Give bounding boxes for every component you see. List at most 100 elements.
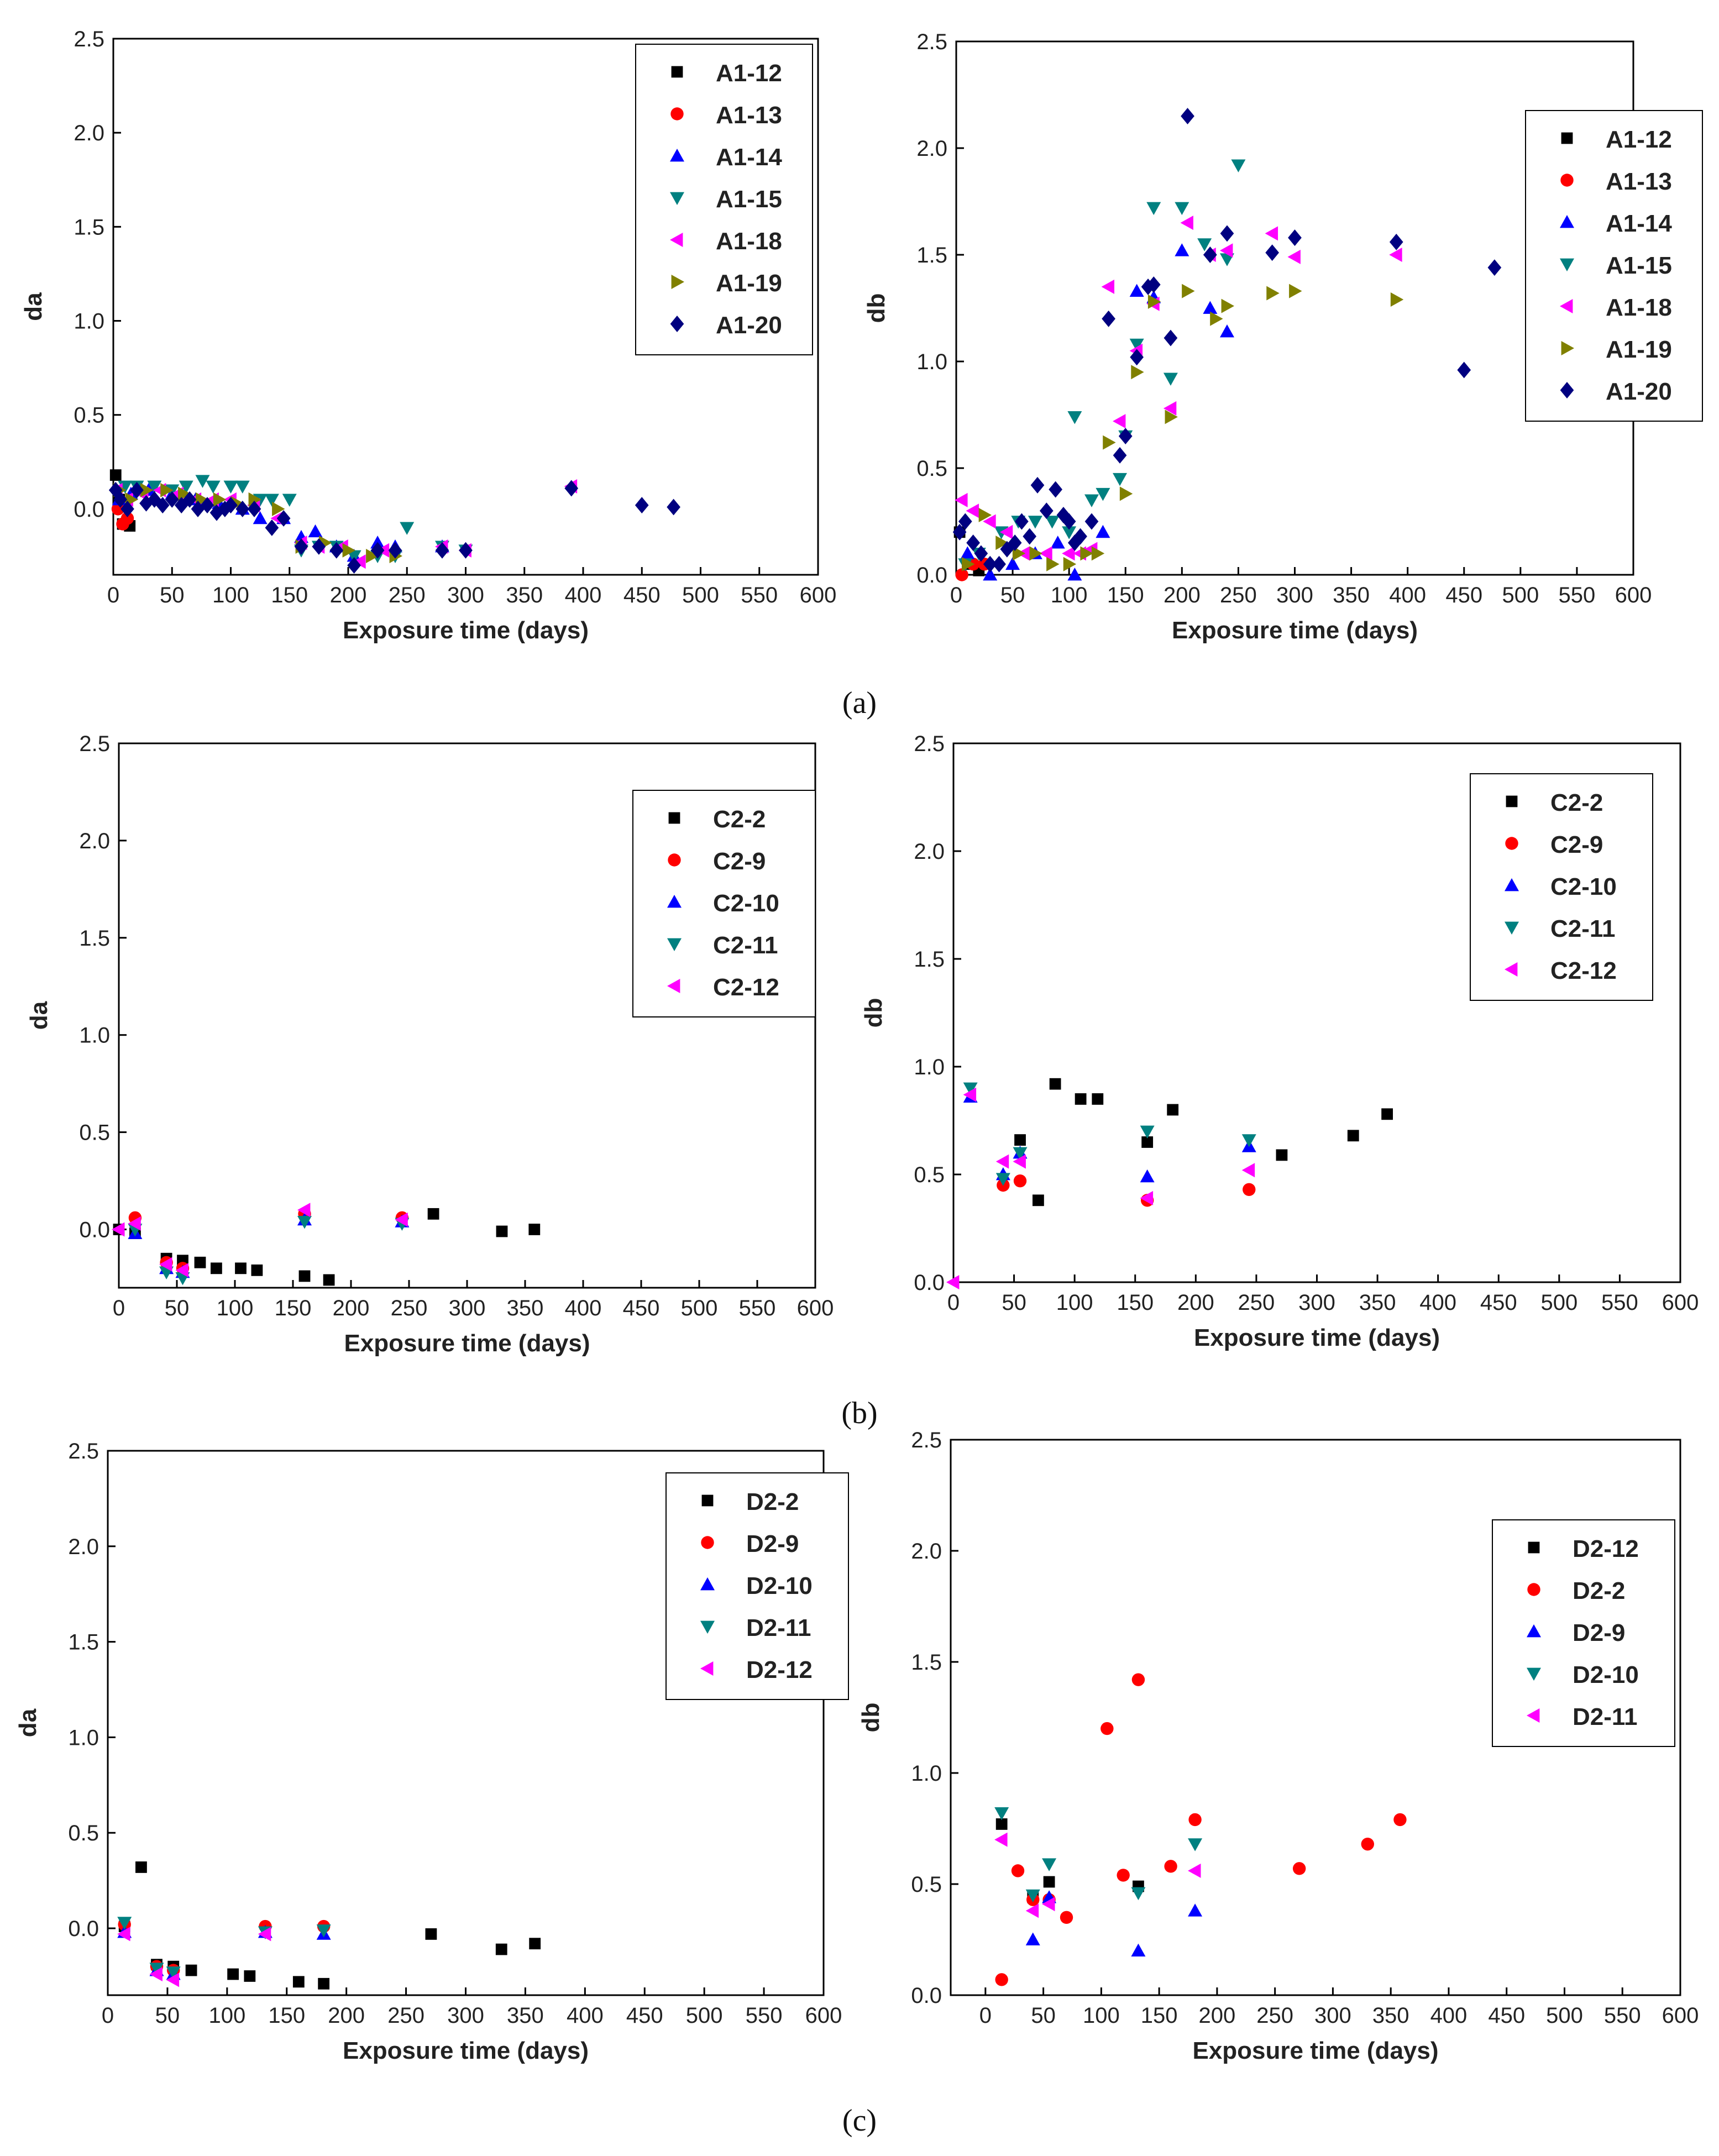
data-point [1102,310,1115,327]
data-point [958,513,972,530]
data-point [952,523,967,541]
y-tick-label: 0.0 [79,1218,110,1242]
data-point [946,1275,960,1289]
data-point [1203,246,1217,263]
data-point [1119,486,1133,501]
data-point [1023,528,1037,545]
data-point [999,524,1013,539]
data-point [1042,1858,1057,1871]
panel-a-left: 0 50 100 150 200 250 300 350 400 450 500 550 600 0.0 0… [20,27,836,644]
y-tick-label: 1.0 [74,310,104,334]
data-point [1028,516,1042,529]
data-point [166,1966,181,1980]
x-tick-label: 450 [1480,1291,1517,1315]
data-point [960,546,975,559]
data-point [200,497,214,514]
data-point [1062,526,1077,539]
legend-label: D2-2 [746,1488,799,1515]
x-tick-label: 50 [155,2003,180,2028]
data-point [1140,1169,1155,1183]
data-point [1220,225,1234,242]
x-tick-label: 250 [1220,583,1257,607]
data-point [1033,1194,1044,1206]
data-point [1292,1862,1306,1875]
data-point [329,542,344,559]
data-point [1113,414,1126,429]
x-tick-label: 200 [328,2003,365,2028]
legend-label: A1-13 [716,102,782,129]
x-tick-label: 500 [681,1296,718,1320]
data-point [1025,1932,1040,1945]
data-point [1197,238,1212,251]
data-point [117,1927,130,1942]
legend-marker [701,1494,714,1507]
x-tick-label: 550 [1604,2003,1641,2028]
data-point [1220,243,1233,258]
legend-label: A1-20 [1606,378,1672,405]
legend-label: A1-12 [716,60,782,87]
y-axis-title: da [14,1708,41,1737]
data-point [227,1968,239,1980]
legend-label: C2-2 [1550,789,1603,816]
data-point [135,1861,147,1873]
data-point [1025,1903,1039,1918]
data-point [425,1928,437,1940]
data-point [1276,1149,1288,1161]
legend-marker [671,66,683,78]
data-point [1029,546,1042,561]
data-point [1175,202,1189,216]
data-point [529,1938,541,1950]
legend-box [1470,773,1653,1001]
x-tick-label: 100 [212,583,249,607]
legend-marker [667,979,680,993]
data-point [995,536,1009,550]
x-tick-label: 500 [1546,2003,1583,2028]
data-point [1393,1813,1407,1827]
data-point [1188,1813,1202,1827]
x-tick-label: 350 [507,1296,544,1320]
data-point [1347,1130,1359,1142]
data-point [160,482,174,497]
data-point [1062,546,1075,561]
data-point [459,542,473,559]
data-point [112,1222,125,1237]
legend-marker [1560,382,1574,398]
y-tick-label: 2.0 [916,137,947,161]
x-tick-label: 300 [447,2003,484,2028]
data-point [1390,292,1404,307]
data-point [966,534,980,552]
data-point [251,1264,263,1276]
x-axis-title: Exposure time (days) [343,2037,589,2064]
data-point [175,1263,188,1278]
panel-c-left: 0 50 100 150 200 250 300 350 400 450 500 550 600 0.0 0… [14,1439,849,2064]
legend-marker [1505,962,1518,977]
y-tick-label: 0.0 [74,497,104,522]
data-point [1013,1174,1027,1188]
y-tick-label: 2.0 [79,829,110,853]
data-point [395,1212,408,1227]
data-point [1000,541,1014,558]
y-tick-label: 2.0 [74,121,104,145]
x-tick-label: 150 [268,2003,305,2028]
data-point [235,500,250,517]
data-point [1487,259,1502,276]
data-point [1101,279,1115,294]
data-point [148,491,161,508]
x-tick-label: 0 [102,2003,114,2028]
data-point [496,1225,508,1237]
x-tick-label: 550 [1559,583,1596,607]
data-point [635,497,649,514]
x-tick-label: 450 [623,583,661,607]
legend-label: A1-13 [1606,168,1672,195]
y-tick-label: 1.5 [911,1650,942,1675]
x-tick-label: 100 [208,2003,245,2028]
data-point [265,519,279,536]
data-point [370,542,385,559]
data-point [120,512,134,525]
x-tick-label: 200 [1177,1291,1214,1315]
x-tick-label: 50 [1031,2003,1056,2028]
y-axis-title: db [863,293,890,323]
panel-b-right: 0 50 100 150 200 250 300 350 400 450 500 550 600 0.0 0… [860,732,1699,1351]
data-point [1008,534,1022,552]
data-point [109,469,122,481]
